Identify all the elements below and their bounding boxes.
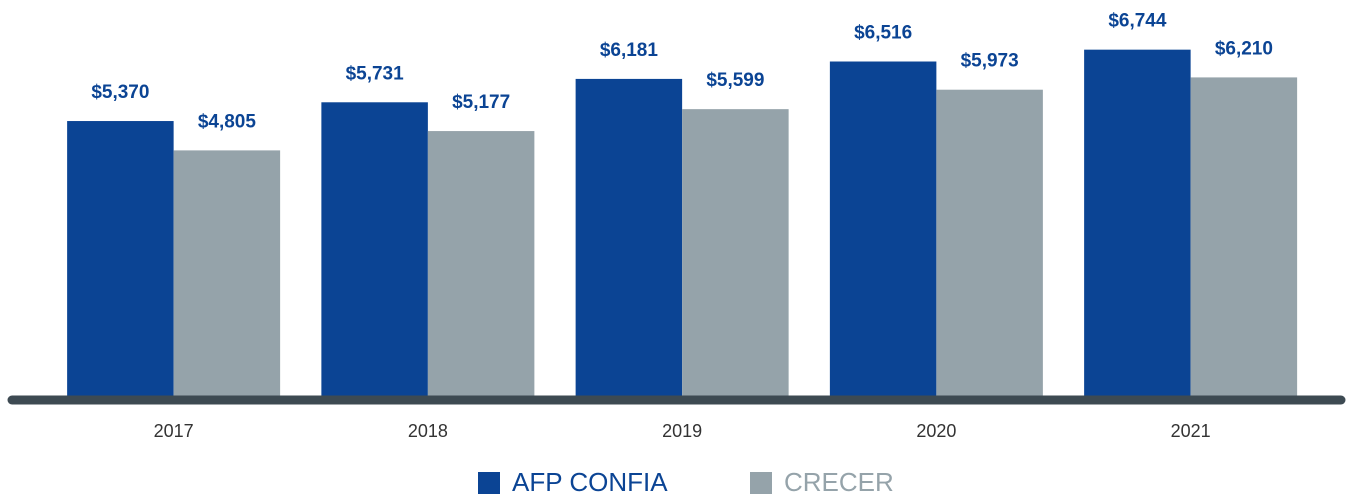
x-tick-label: 2019 — [662, 421, 702, 441]
x-tick-label: 2020 — [916, 421, 956, 441]
bar — [1084, 49, 1191, 400]
bar — [67, 121, 174, 400]
legend-swatch — [750, 472, 772, 494]
value-label: $5,599 — [706, 70, 764, 91]
x-tick-label: 2021 — [1171, 421, 1211, 441]
value-label: $6,181 — [600, 40, 659, 61]
value-label: $5,731 — [346, 63, 405, 84]
value-label: $4,805 — [198, 111, 257, 132]
legend-label: CRECER — [784, 467, 894, 497]
bar — [321, 102, 428, 401]
bar — [936, 89, 1043, 400]
bar — [427, 131, 535, 400]
value-label: $5,973 — [961, 51, 1019, 72]
value-label: $6,516 — [854, 23, 912, 44]
value-label: $6,744 — [1108, 11, 1167, 32]
value-label: $5,370 — [91, 82, 149, 103]
bar — [682, 109, 789, 401]
x-tick-label: 2017 — [154, 421, 194, 441]
legend-swatch — [478, 472, 500, 494]
bar — [829, 61, 937, 400]
value-label: $6,210 — [1215, 38, 1273, 59]
bar — [575, 78, 683, 400]
value-label: $5,177 — [452, 92, 510, 113]
bar — [173, 150, 281, 400]
legend-label: AFP CONFIA — [512, 467, 668, 497]
x-tick-label: 2018 — [408, 421, 448, 441]
bar — [1190, 77, 1298, 401]
